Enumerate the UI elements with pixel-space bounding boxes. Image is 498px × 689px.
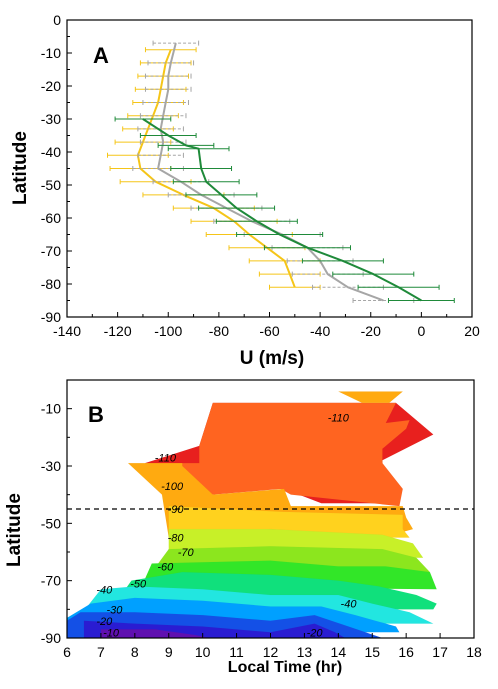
contour-label: -110	[155, 452, 177, 464]
series-line-1	[157, 42, 384, 302]
x-tick-label: 9	[165, 644, 173, 660]
contour-label: -40	[341, 599, 358, 611]
x-tick-label: -20	[361, 323, 381, 339]
contour-label: -20	[307, 627, 324, 639]
panel-a-ticks: -140 -120 -100 -80 -60 -40 -20 0 20 0 -10 -20 -30 -40…	[41, 12, 480, 339]
contour-label: -110	[328, 412, 350, 424]
contour-label: -30	[107, 604, 124, 616]
series-line-2	[142, 118, 422, 302]
y-tick-label: -20	[41, 78, 61, 94]
panel-b-chart: -110-110-100-90-80-70-60-50-40-30-20-100…	[4, 379, 482, 676]
panel-b-ylabel: Latitude	[4, 493, 25, 567]
x-tick-label: 12	[263, 644, 279, 660]
y-tick-label: -50	[41, 177, 61, 193]
x-tick-label: 11	[229, 644, 244, 660]
panel-a-series	[107, 40, 455, 303]
x-tick-label: 20	[464, 323, 480, 339]
error-bar	[152, 40, 200, 46]
y-tick-label: -10	[41, 45, 61, 61]
x-tick-label: 13	[297, 644, 313, 660]
contour-label: -70	[178, 547, 195, 559]
series-2	[114, 116, 455, 303]
x-tick-label: -40	[310, 323, 330, 339]
panel-a-chart: -140 -120 -100 -80 -60 -40 -20 0 20 0 -10 -20 -30 -40…	[10, 12, 480, 369]
contour-label: -40	[96, 584, 113, 596]
y-tick-label: -60	[41, 210, 61, 226]
y-tick-label: -90	[41, 630, 61, 646]
x-tick-label: -80	[209, 323, 229, 339]
y-tick-label: -70	[41, 573, 61, 589]
x-tick-label: 16	[398, 644, 414, 660]
panel-a-xlabel: U (m/s)	[240, 348, 304, 369]
contour-label: -10	[103, 627, 120, 639]
y-tick-label: 0	[53, 12, 61, 28]
y-tick-label: -90	[41, 309, 61, 325]
panel-b-xlabel: Local Time (hr)	[228, 659, 342, 676]
y-tick-label: -10	[41, 401, 61, 417]
x-tick-label: 17	[432, 644, 448, 660]
x-tick-label: -120	[104, 323, 132, 339]
panel-b-contour-labels: -110-110-100-90-80-70-60-50-40-30-20-100…	[96, 412, 358, 639]
y-tick-label: -80	[41, 276, 61, 292]
contour-label: -20	[96, 616, 113, 628]
contour-label: -50	[130, 579, 147, 591]
x-tick-label: 6	[63, 644, 71, 660]
x-tick-label: -100	[154, 323, 182, 339]
contour-label: -100	[161, 481, 184, 493]
y-tick-label: -30	[41, 111, 61, 127]
contour-label: -80	[168, 533, 185, 545]
contour-label: -60	[157, 561, 174, 573]
x-tick-label: 15	[364, 644, 380, 660]
y-tick-label: -40	[41, 144, 61, 160]
x-tick-label: 8	[131, 644, 139, 660]
x-tick-label: 18	[466, 644, 482, 660]
panel-b-label: B	[88, 402, 104, 427]
x-tick-label: 14	[331, 644, 347, 660]
panel-a-ylabel: Latitude	[10, 131, 31, 205]
panel-b-ticks: 6 7 8 9 10 11 12 13 14 15 16 17 18 -10 -30 -50 -70 -90	[41, 401, 482, 660]
x-tick-label: -60	[259, 323, 279, 339]
x-tick-label: 10	[195, 644, 211, 660]
series-1	[132, 40, 415, 303]
x-tick-label: 7	[97, 644, 105, 660]
panel-b-contours: -110-110-100-90-80-70-60-50-40-30-20-100…	[67, 391, 437, 639]
x-tick-label: -140	[53, 323, 81, 339]
y-tick-label: -70	[41, 243, 61, 259]
x-tick-label: 0	[417, 323, 425, 339]
panel-a-label: A	[93, 43, 109, 68]
y-tick-label: -50	[41, 515, 61, 531]
contour-label: -90	[168, 504, 185, 516]
y-tick-label: -30	[41, 458, 61, 474]
